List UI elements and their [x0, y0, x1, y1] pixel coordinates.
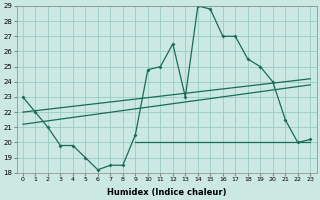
X-axis label: Humidex (Indice chaleur): Humidex (Indice chaleur)	[107, 188, 226, 197]
